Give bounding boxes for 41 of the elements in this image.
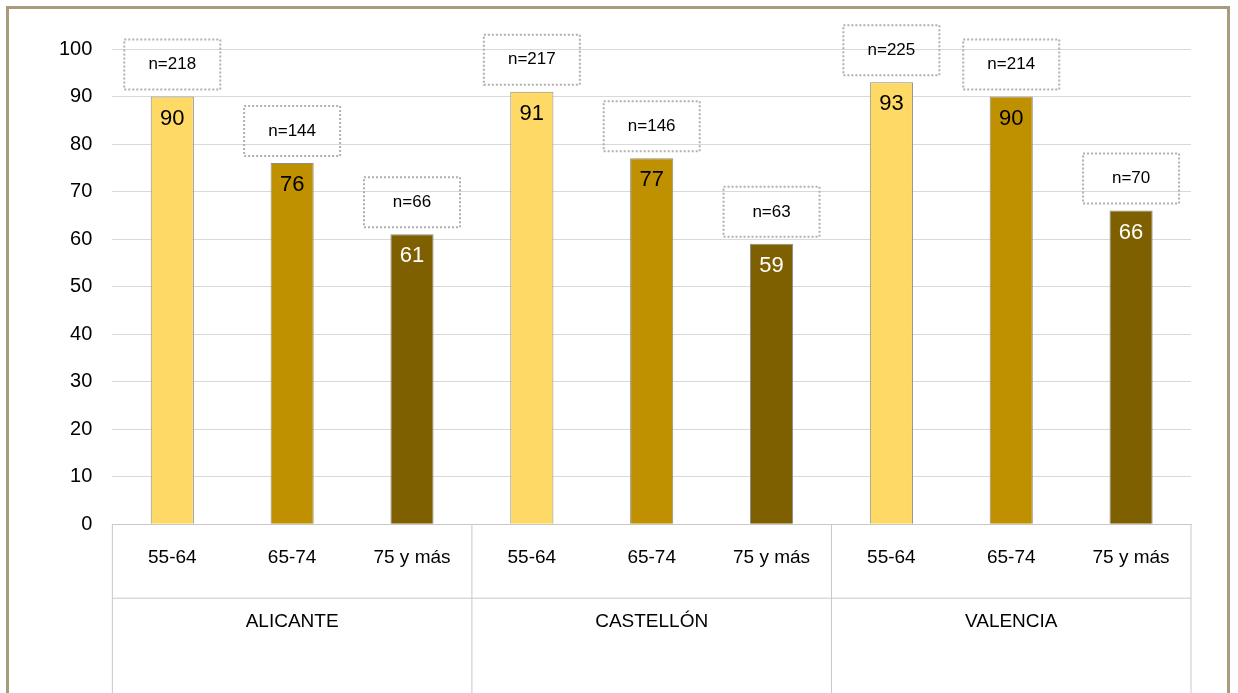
x-tick-label: 65-74 xyxy=(627,545,677,567)
x-tick-label: 75 y más xyxy=(1092,545,1170,567)
data-label: 77 xyxy=(639,166,664,192)
y-tick-label: 10 xyxy=(70,464,93,487)
data-label: 93 xyxy=(879,90,904,116)
data-label: 66 xyxy=(1118,218,1144,244)
y-tick-label: 30 xyxy=(70,369,93,392)
annotation: n=217 xyxy=(507,49,556,69)
text: CASTELLÓN xyxy=(595,610,709,632)
data-label: 61 xyxy=(399,242,425,268)
y-tick-label: 20 xyxy=(70,416,93,439)
x-tick-label: 55-64 xyxy=(507,545,557,567)
x-tick-label: 55-64 xyxy=(147,545,198,567)
data-label: 76 xyxy=(279,171,305,197)
annotation: n=146 xyxy=(627,115,676,135)
x-tick-label: 65-74 xyxy=(267,545,317,567)
x-tick-label: 75 y más xyxy=(373,545,451,567)
annotation: n=218 xyxy=(148,54,197,74)
y-tick-label: 50 xyxy=(70,274,93,297)
y-tick-label: 90 xyxy=(70,84,93,107)
text: ALICANTE xyxy=(245,610,339,632)
data-label: 90 xyxy=(160,104,185,130)
y-tick-label: 0 xyxy=(81,511,93,534)
annotation: n=63 xyxy=(752,201,791,221)
x-tick-label: 65-74 xyxy=(986,545,1036,567)
x-tick-label: 55-64 xyxy=(867,545,917,567)
y-tick-label: 70 xyxy=(70,179,93,202)
annotation: n=66 xyxy=(392,192,432,212)
y-tick-label: 100 xyxy=(58,36,93,59)
annotation: n=214 xyxy=(987,54,1036,74)
data-label: 91 xyxy=(519,99,545,125)
data-label: 90 xyxy=(998,104,1024,130)
annotation: n=225 xyxy=(867,39,916,59)
y-tick-label: 40 xyxy=(70,321,93,344)
data-label: 59 xyxy=(759,251,784,277)
text: VALENCIA xyxy=(964,610,1058,632)
x-tick-label: 75 y más xyxy=(732,545,811,567)
annotation: n=70 xyxy=(1111,168,1151,188)
y-tick-label: 80 xyxy=(70,131,93,154)
annotation: n=144 xyxy=(268,120,317,140)
y-tick-label: 60 xyxy=(70,226,93,249)
